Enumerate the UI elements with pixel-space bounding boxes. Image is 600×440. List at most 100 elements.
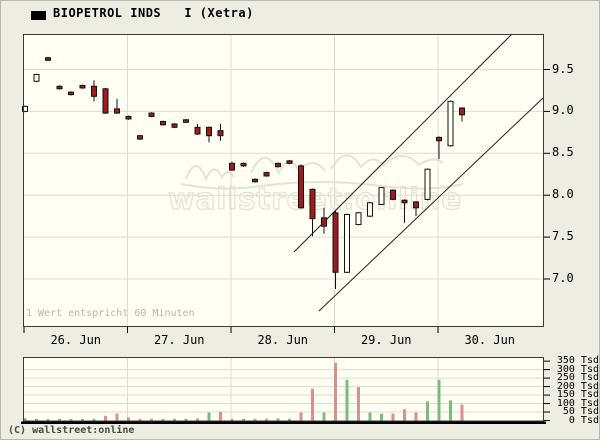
candle-body xyxy=(401,199,408,204)
candle-body xyxy=(137,135,143,140)
volume-bar xyxy=(391,413,395,421)
date-tick-label: 27. Jun xyxy=(153,333,205,347)
volume-bar xyxy=(35,419,38,421)
candle-body xyxy=(91,85,97,97)
candle-body xyxy=(240,162,247,167)
price-plot-background xyxy=(23,34,544,327)
volume-bar xyxy=(92,418,96,421)
volume-bar xyxy=(276,418,280,421)
volume-bar xyxy=(81,419,84,421)
volume-bar xyxy=(127,417,130,421)
candle-body xyxy=(102,88,109,114)
volume-bar xyxy=(173,418,176,421)
volume-bar xyxy=(196,418,199,421)
candle-body xyxy=(229,162,235,171)
candle-body xyxy=(321,217,327,227)
volume-bar xyxy=(426,401,429,421)
candle-body xyxy=(79,84,86,89)
volume-bar xyxy=(345,379,349,421)
volume-bar xyxy=(161,419,165,421)
volume-bar xyxy=(334,362,337,421)
volume-bar xyxy=(299,412,303,421)
date-tick-label: 29. Jun xyxy=(360,333,412,347)
volume-bar xyxy=(403,409,406,421)
price-tick-label: 8.5 xyxy=(552,145,574,160)
price-tick-label: 9.5 xyxy=(552,61,574,76)
volume-bar xyxy=(288,418,291,421)
candle-body xyxy=(424,168,431,200)
volume-bar xyxy=(253,418,257,421)
volume-bar xyxy=(449,400,452,421)
candle-body xyxy=(183,119,189,123)
candle-body xyxy=(275,162,281,168)
price-tick-label: 8.0 xyxy=(552,187,574,202)
volume-tick-label: 50 Tsd xyxy=(556,406,599,418)
volume-bar xyxy=(460,404,464,421)
volume-bottom-rule xyxy=(21,421,546,424)
candle-body xyxy=(171,123,178,128)
candle-body xyxy=(114,108,120,114)
candle-body xyxy=(148,112,155,117)
volume-bar xyxy=(322,412,326,421)
date-tick-label: 28. Jun xyxy=(257,333,309,347)
volume-tick-label: 350 Tsd xyxy=(556,355,599,367)
price-tick-label: 7.0 xyxy=(552,271,574,285)
volume-tick-label: 150 Tsd xyxy=(556,389,599,401)
volume-bar xyxy=(437,379,441,421)
chart-title: BIOPETROL INDS I (Xetra) xyxy=(53,6,254,20)
volume-tick-label: 250 Tsd xyxy=(556,372,599,384)
candle-body xyxy=(194,126,201,135)
candle-body xyxy=(413,201,419,209)
price-tick-label: 7.5 xyxy=(552,229,574,244)
candle-body xyxy=(298,165,304,209)
volume-bar xyxy=(219,411,222,421)
candle-body xyxy=(309,188,316,220)
candle-body xyxy=(344,213,350,273)
price-plot-border xyxy=(23,34,544,327)
trendline xyxy=(293,33,513,253)
candle-body xyxy=(447,100,454,147)
trendline xyxy=(318,97,544,312)
candle-body xyxy=(459,107,465,116)
volume-bar xyxy=(380,413,383,421)
volume-bar xyxy=(242,419,245,421)
date-tick-label: 30. Jun xyxy=(464,333,516,347)
candle-body xyxy=(22,105,28,112)
candle-body xyxy=(206,126,212,137)
candle-body xyxy=(378,187,385,205)
volume-bar xyxy=(104,415,107,421)
legend-swatch-icon xyxy=(31,11,46,20)
volume-bar xyxy=(69,419,73,421)
candle-body xyxy=(332,212,339,273)
volume-bar xyxy=(58,419,61,421)
volume-bar xyxy=(150,418,153,421)
candle-body xyxy=(286,160,293,164)
volume-tick-label: 300 Tsd xyxy=(556,363,599,375)
volume-tick-label: 0 Tsd xyxy=(556,414,599,426)
candle-body xyxy=(45,57,51,61)
volume-bar xyxy=(23,418,27,421)
candle-body xyxy=(56,85,63,90)
candle-body xyxy=(355,212,362,226)
volume-tick-label: 200 Tsd xyxy=(556,380,599,392)
candle-body xyxy=(436,136,442,142)
candle-body xyxy=(252,178,258,183)
candle-body xyxy=(33,74,40,82)
price-tick-label: 9.0 xyxy=(552,103,574,118)
candle-body xyxy=(217,130,224,137)
candle-body xyxy=(263,172,270,177)
volume-bar xyxy=(357,387,360,421)
volume-bar xyxy=(138,418,142,421)
copyright-text: (C) wallstreet:online xyxy=(8,425,135,436)
candle-body xyxy=(390,189,396,200)
volume-bar xyxy=(414,412,418,421)
volume-bar xyxy=(230,418,234,421)
volume-plot-background xyxy=(23,357,544,422)
volume-tick-label: 100 Tsd xyxy=(556,397,599,409)
candle-body xyxy=(125,115,132,120)
volume-bar xyxy=(46,419,50,421)
volume-bar xyxy=(368,412,372,421)
volume-bar xyxy=(115,413,119,421)
